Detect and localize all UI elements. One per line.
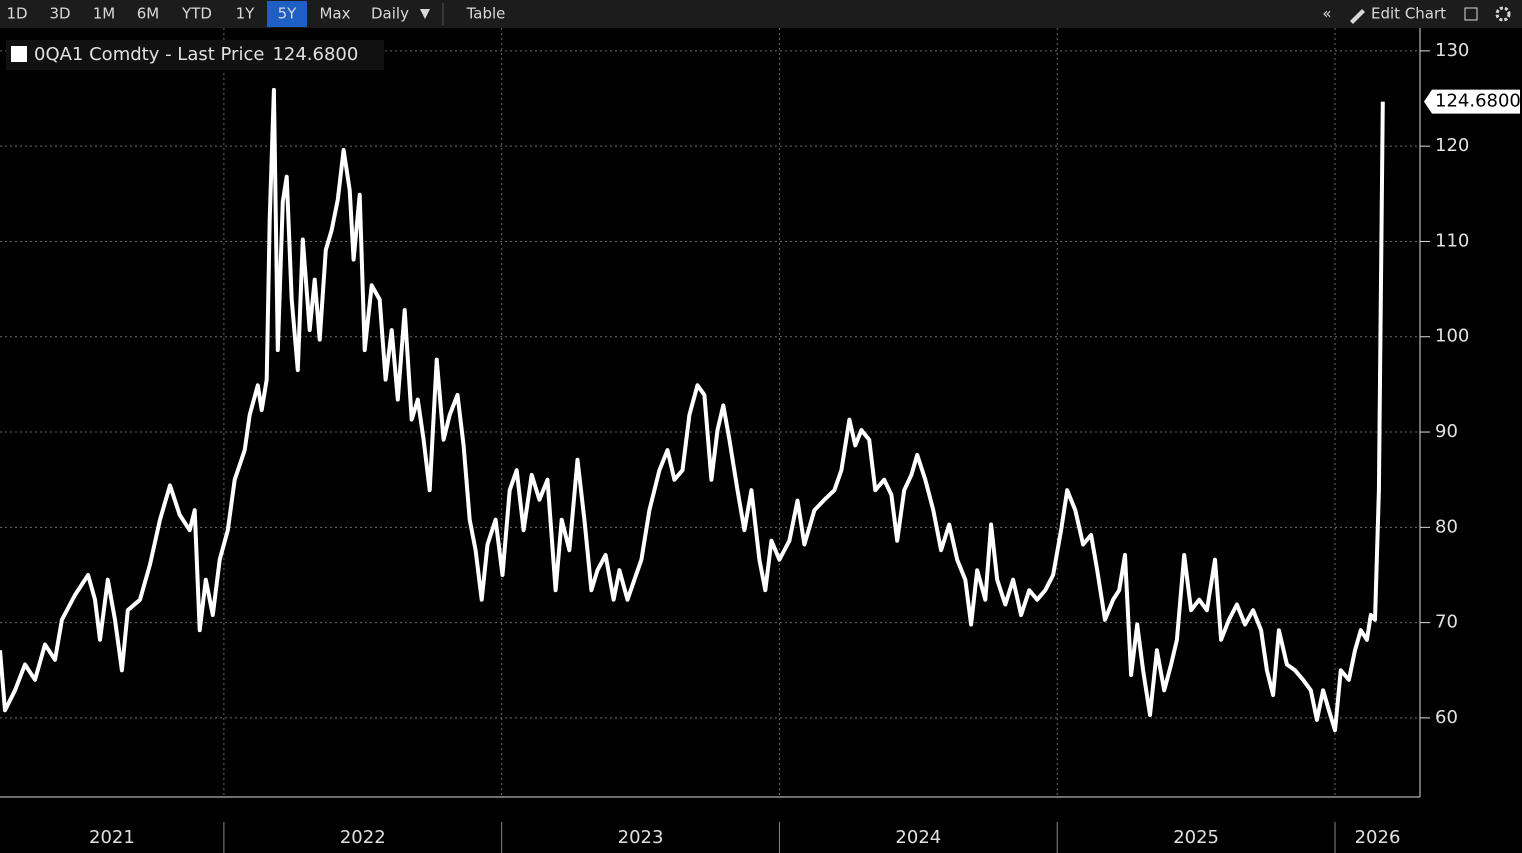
legend-swatch — [11, 46, 27, 62]
edit-icon[interactable] — [1350, 9, 1365, 24]
price-line — [0, 87, 1385, 733]
y-tick-label: 130 — [1435, 40, 1469, 61]
frequency-dropdown[interactable]: Daily — [371, 5, 409, 23]
last-price-label: 124.6800 — [1435, 91, 1521, 112]
edit-chart[interactable]: Edit Chart — [1371, 5, 1446, 23]
range-button[interactable]: 6M — [137, 5, 160, 23]
range-button[interactable]: 3D — [49, 5, 70, 23]
y-tick-label: 120 — [1435, 135, 1469, 156]
collapse-icon[interactable]: « — [1322, 5, 1331, 23]
toolbar — [0, 0, 1522, 28]
toolbar-buttons: 1D 3D 1M 6M YTD 1Y 5Y Max Daily Table — [6, 1, 505, 27]
annotate-icon[interactable] — [1464, 7, 1478, 21]
range-button[interactable]: YTD — [181, 5, 212, 23]
y-tick-label: 60 — [1435, 707, 1458, 728]
y-tick-label: 80 — [1435, 516, 1458, 537]
range-button[interactable]: 1Y — [236, 5, 256, 23]
y-tick-label: 70 — [1435, 612, 1458, 633]
legend-label: 0QA1 Comdty - Last Price — [34, 44, 264, 65]
y-tick-label: 90 — [1435, 421, 1458, 442]
table-button[interactable]: Table — [466, 5, 506, 23]
dropdown-arrow — [420, 9, 430, 19]
x-tick-label: 2022 — [340, 827, 386, 848]
range-button[interactable]: 5Y — [278, 5, 298, 23]
settings-icon[interactable] — [1495, 6, 1511, 22]
x-tick-label: 2024 — [895, 827, 941, 848]
x-tick-label: 2023 — [618, 827, 664, 848]
x-tick-label: 2021 — [89, 827, 135, 848]
active-range — [267, 1, 307, 27]
plot-area: 60 70 80 90 100 110 120 130 2021 2022 2023 2024 2025… — [0, 28, 1521, 853]
range-button[interactable]: 1D — [6, 5, 27, 23]
last-price-tag — [1424, 89, 1520, 114]
x-tick-label: 2025 — [1173, 827, 1219, 848]
x-tick-label: 2026 — [1355, 827, 1401, 848]
range-button[interactable]: Max — [319, 5, 350, 23]
range-button[interactable]: 1M — [93, 5, 116, 23]
legend — [6, 40, 384, 70]
y-tick-label: 100 — [1435, 326, 1469, 347]
y-tick-label: 110 — [1435, 230, 1469, 251]
legend-last-price: 124.6800 — [272, 44, 358, 65]
